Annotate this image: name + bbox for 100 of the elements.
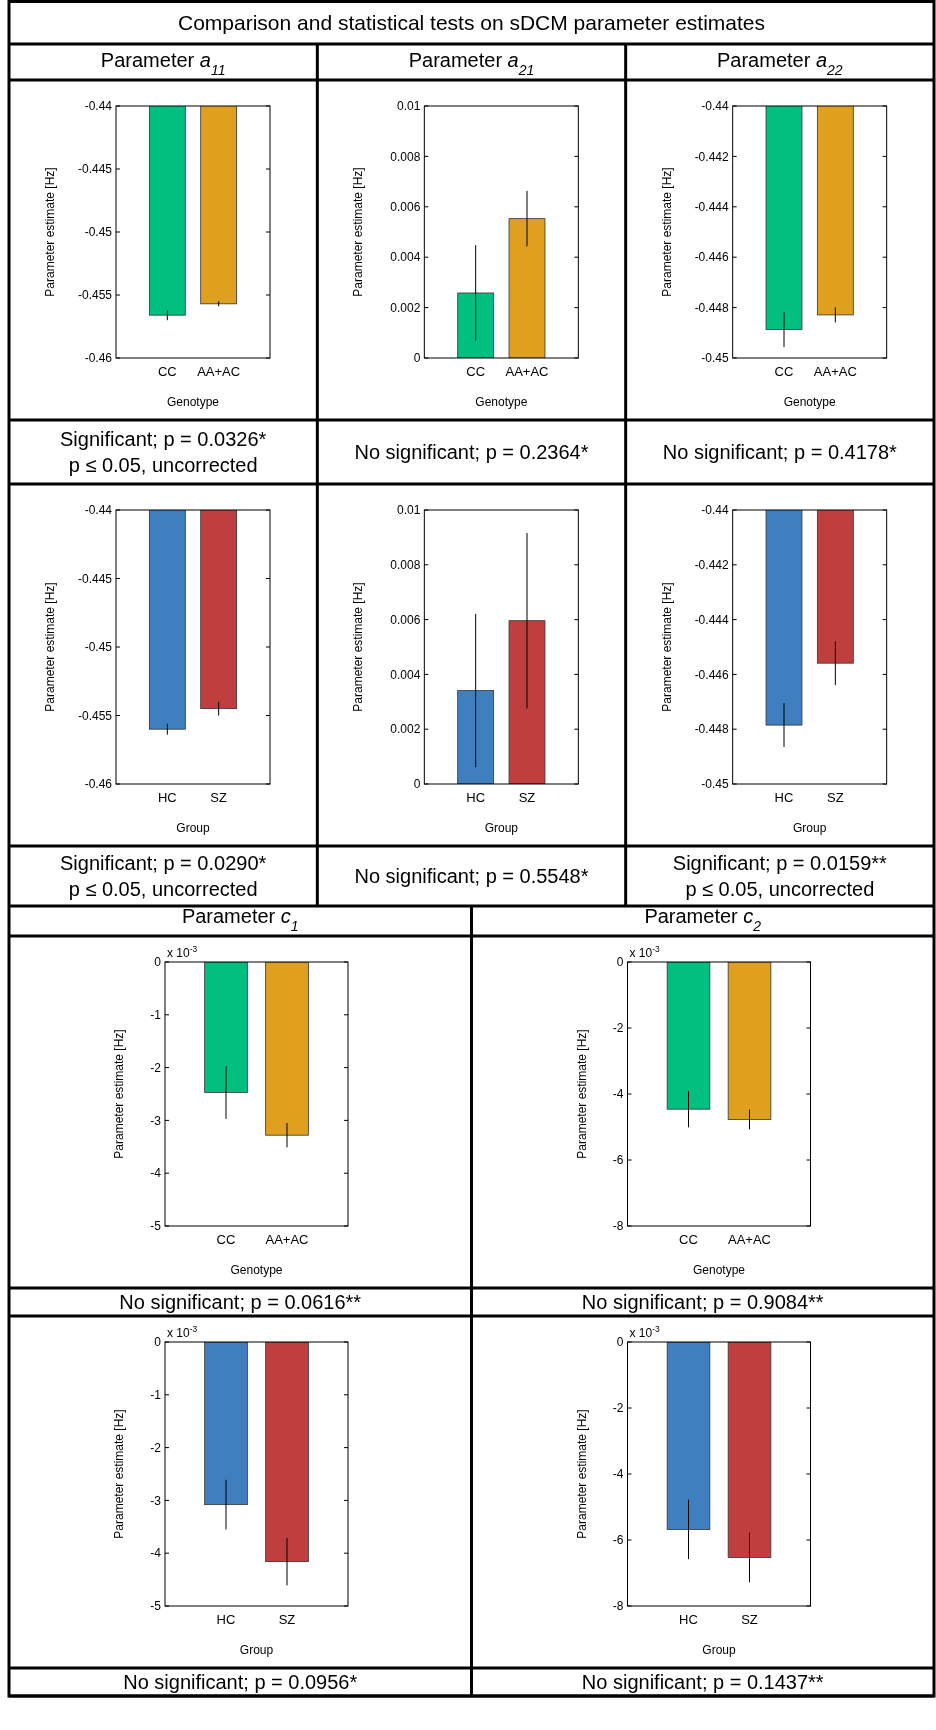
y-tick-label: 0.006 [390,612,421,627]
y-tick-label: -0.46 [84,351,113,366]
y-tick-label: -0.445 [77,571,113,586]
x-tick-label: SZ [278,1612,296,1627]
x-axis-title: Group [792,821,827,835]
x-axis-title: Genotype [230,1263,283,1277]
y-axis-title: Parameter estimate [Hz] [112,1409,126,1539]
text: No significant; p = 0.0616** [119,1291,362,1313]
chart-subtitle: Parameter c$_{1}$ [181,905,299,934]
x-tick-label: HC [679,1612,698,1627]
y-axis-title: Parameter estimate [Hz] [659,582,674,712]
x-tick-label: SZ [518,790,536,805]
text: Significant; p = 0.0326* [60,428,267,450]
y-axis-title: Parameter estimate [Hz] [574,1029,589,1159]
x-tick-label: SZ [210,790,228,805]
text: Comparison and statistical tests on sDCM parameter estimates [177,11,766,34]
text: x 10$^{-3}$ [629,944,660,960]
y-tick-label: -0.444 [694,612,729,627]
y-tick-label: -0.44 [701,503,729,518]
y-tick-label: -4 [150,1166,162,1181]
x-tick-label: HC [466,790,486,805]
x-tick-label: AA+AC [813,364,857,379]
x-axis-title: Group [239,1643,274,1657]
y-tick-label: 0 [413,351,421,366]
y-tick-label: 0.002 [390,300,421,315]
x-tick-label: HC [774,790,794,805]
y-tick-label: -2 [612,1021,624,1036]
x-tick-label: HC [157,790,177,805]
y-tick-label: -0.446 [694,250,729,265]
x-axis-title: Genotype [475,395,528,409]
y-tick-label: 0.004 [390,667,421,682]
y-tick-label: 0.006 [390,200,421,214]
chart-subtitle: Parameter c$_{2}$ [644,905,762,934]
text: No significant; p = 0.1437** [581,1671,824,1693]
text: x 10$^{-3}$ [167,1324,198,1340]
y-tick-label: -0.445 [77,162,113,177]
x-axis-title: Genotype [692,1263,746,1277]
y-tick-label: -8 [612,1219,624,1234]
y-tick-label: -4 [612,1087,624,1102]
y-tick-label: 0 [413,777,421,792]
y-tick-label: -0.44 [84,503,113,518]
text: No significant; p = 0.2364* [354,441,589,463]
y-tick-label: -0.44 [84,99,113,114]
text: p ≤ 0.05, uncorrected [68,878,258,900]
y-tick-label: 0.01 [396,99,421,114]
x-tick-label: CC [216,1232,236,1247]
text: x 10$^{-3}$ [167,944,198,960]
y-tick-label: -8 [612,1599,624,1614]
y-tick-label: -0.448 [694,722,729,737]
y-tick-label: -0.455 [77,708,113,723]
x-axis-title: Group [484,821,519,835]
y-tick-label: -0.45 [701,777,729,792]
y-tick-label: -0.448 [694,300,729,315]
chart-subtitle: Parameter a$_{11}$ [100,49,226,78]
y-axis-title: Parameter estimate [Hz] [574,1409,589,1539]
y-tick-label: -0.442 [694,149,729,164]
y-tick-label: -2 [150,1060,162,1075]
y-axis-title: Parameter estimate [Hz] [112,1029,126,1159]
y-tick-label: -3 [150,1493,162,1508]
x-axis-title: Group [176,821,210,835]
y-tick-label: -5 [150,1219,162,1234]
y-tick-label: 0.004 [390,250,421,265]
y-tick-label: 0 [154,1335,162,1350]
text: Significant; p = 0.0159** [672,852,888,874]
text: x 10$^{-3}$ [629,1324,660,1340]
y-tick-label: 0 [616,1335,624,1350]
x-tick-label: CC [774,364,794,379]
y-tick-label: -0.444 [694,200,729,214]
text: No significant; p = 0.9084** [581,1291,824,1313]
x-tick-label: AA+AC [728,1232,771,1247]
y-tick-label: 0 [154,955,162,970]
y-tick-label: -2 [150,1440,162,1455]
x-tick-label: HC [216,1612,236,1627]
y-tick-label: -1 [150,1388,162,1402]
x-axis-title: Genotype [783,395,837,409]
x-axis-title: Genotype [166,395,220,409]
y-tick-label: -4 [612,1467,624,1482]
x-tick-label: CC [157,364,177,379]
text: No significant; p = 0.0956* [123,1671,358,1693]
y-tick-label: -6 [612,1153,624,1168]
x-tick-label: SZ [741,1612,758,1627]
y-axis-title: Parameter estimate [Hz] [43,582,57,712]
y-axis-title: Parameter estimate [Hz] [351,582,366,712]
y-axis-title: Parameter estimate [Hz] [659,167,674,297]
y-tick-label: -0.455 [77,288,113,303]
chart-subtitle: Parameter a$_{22}$ [717,49,843,78]
x-tick-label: AA+AC [197,364,241,379]
y-tick-label: 0.01 [396,503,421,518]
x-tick-label: CC [679,1232,698,1247]
y-tick-label: -0.45 [84,640,113,655]
x-tick-label: AA+AC [265,1232,309,1247]
y-tick-label: 0.008 [390,149,421,164]
y-tick-label: -0.45 [701,351,729,366]
text: No significant; p = 0.5548* [354,865,589,887]
y-tick-label: 0.002 [390,722,421,737]
y-tick-label: -0.442 [694,558,729,572]
y-axis-title: Parameter estimate [Hz] [351,167,366,297]
text: p ≤ 0.05, uncorrected [685,878,875,900]
y-tick-label: -0.45 [84,225,113,240]
text: No significant; p = 0.4178* [662,441,898,463]
